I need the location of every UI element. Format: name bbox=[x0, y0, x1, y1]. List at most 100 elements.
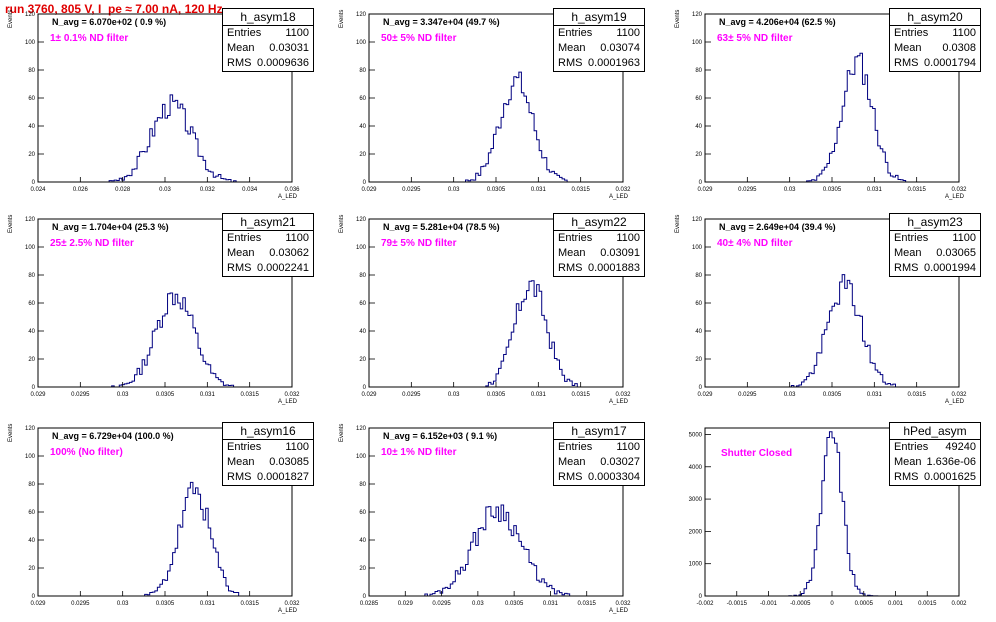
histogram-plot: 0 20 40 60 80 100 120 0.029 0.0295 0.03 0.0305 0.03… bbox=[25, 426, 300, 607]
filter-label: 79± 5% ND filter bbox=[381, 238, 457, 249]
stats-row-rms: RMS 0.0001963 bbox=[554, 56, 644, 71]
x-tick-label: 0.0295 bbox=[71, 392, 90, 398]
filter-label: 40± 4% ND filter bbox=[717, 238, 793, 249]
x-tick-label: 0.03 bbox=[117, 392, 129, 398]
x-tick-label: 0.03 bbox=[448, 392, 460, 398]
x-tick-label: 0.031 bbox=[531, 187, 547, 193]
stats-box: h_asym17 Entries 1100 Mean 0.03027 RMS 0.00033… bbox=[553, 422, 645, 486]
stats-label: RMS bbox=[558, 262, 583, 274]
navg-label: N_avg = 4.206e+04 (62.5 %) bbox=[719, 17, 836, 27]
stats-row-mean: Mean 0.03027 bbox=[554, 455, 644, 470]
stats-row-mean: Mean 0.03074 bbox=[554, 41, 644, 56]
y-tick-label: 60 bbox=[28, 301, 35, 307]
stats-box: h_asym16 Entries 1100 Mean 0.03085 RMS 0.00018… bbox=[222, 422, 314, 486]
stats-value: 0.03031 bbox=[269, 42, 309, 54]
histogram-panel-h_asym22: 0 20 40 60 80 100 120 0.029 0.0295 0.03 0.0305 0.03… bbox=[339, 213, 645, 405]
stats-value: 49240 bbox=[945, 441, 976, 453]
x-tick-label: 0.03 bbox=[472, 601, 484, 607]
y-tick-label: 120 bbox=[692, 217, 703, 223]
histogram-panel-h_asym17: 0 20 40 60 80 100 120 0.0285 0.029 0.0295 0.03 0.03… bbox=[339, 422, 645, 614]
x-tick-label: 0.0315 bbox=[907, 392, 926, 398]
y-tick-label: 20 bbox=[28, 357, 35, 363]
y-tick-label: 40 bbox=[359, 538, 366, 544]
x-tick-label: 0.029 bbox=[30, 601, 46, 607]
x-tick-label: 0.0305 bbox=[487, 187, 506, 193]
stats-label: Mean bbox=[558, 247, 586, 259]
x-tick-label: 0.0005 bbox=[855, 601, 874, 607]
stats-value: 0.0001994 bbox=[924, 262, 976, 274]
stats-row-mean: Mean 0.0308 bbox=[890, 41, 980, 56]
x-axis-label: A_LED bbox=[278, 399, 298, 405]
navg-label: N_avg = 5.281e+04 (78.5 %) bbox=[383, 222, 500, 232]
y-tick-label: 120 bbox=[356, 426, 367, 432]
y-tick-label: 120 bbox=[692, 12, 703, 18]
histogram-plot: 0 1000 2000 3000 4000 5000 -0.002 -0.0015 -0.001… bbox=[689, 427, 967, 607]
stats-label: RMS bbox=[558, 471, 583, 483]
x-tick-label: 0.002 bbox=[951, 601, 967, 607]
y-tick-label: 0 bbox=[32, 385, 36, 391]
y-tick-label: 100 bbox=[692, 245, 703, 251]
y-tick-label: 40 bbox=[359, 329, 366, 335]
x-tick-label: 0.032 bbox=[615, 601, 631, 607]
stats-row-mean: Mean 0.03085 bbox=[223, 455, 313, 470]
stats-row-mean: Mean 1.636e-06 bbox=[890, 455, 980, 470]
histogram-line bbox=[369, 280, 623, 388]
y-tick-label: 40 bbox=[28, 124, 35, 130]
y-axis-label: Events bbox=[675, 214, 681, 233]
stats-label: RMS bbox=[558, 57, 583, 69]
x-tick-label: 0.032 bbox=[951, 187, 967, 193]
y-tick-label: 100 bbox=[356, 454, 367, 460]
y-tick-label: 60 bbox=[359, 301, 366, 307]
histogram-line bbox=[38, 94, 292, 183]
x-axis-label: A_LED bbox=[278, 608, 298, 614]
stats-row-mean: Mean 0.03062 bbox=[223, 246, 313, 261]
navg-label: N_avg = 3.347e+04 (49.7 %) bbox=[383, 17, 500, 27]
stats-value: 0.03085 bbox=[269, 456, 309, 468]
histogram-plot: 0 20 40 60 80 100 120 0.0285 0.029 0.0295 0.03 0.03… bbox=[356, 426, 631, 607]
y-tick-label: 20 bbox=[28, 566, 35, 572]
stats-value: 1100 bbox=[616, 441, 640, 453]
x-tick-label: 0.031 bbox=[531, 392, 547, 398]
histogram-name: h_asym21 bbox=[223, 214, 313, 231]
x-tick-label: 0.029 bbox=[361, 392, 377, 398]
y-tick-label: 120 bbox=[25, 12, 36, 18]
x-tick-label: 0.0295 bbox=[738, 187, 757, 193]
y-axis-label: Events bbox=[339, 9, 345, 28]
x-tick-label: 0.031 bbox=[200, 392, 216, 398]
histogram-line bbox=[369, 504, 623, 597]
stats-label: Entries bbox=[558, 232, 593, 244]
stats-label: Mean bbox=[894, 456, 922, 468]
y-tick-label: 0 bbox=[699, 385, 703, 391]
histogram-line bbox=[705, 274, 959, 388]
histogram-plot: 0 20 40 60 80 100 120 0.029 0.0295 0.03 0.0305 0.03… bbox=[25, 217, 300, 398]
histogram-panel-h_asym20: 0 20 40 60 80 100 120 0.029 0.0295 0.03 0.0305 0.03… bbox=[675, 8, 981, 200]
y-axis-label: Events bbox=[8, 9, 14, 28]
stats-box: h_asym19 Entries 1100 Mean 0.03074 RMS 0.00019… bbox=[553, 8, 645, 72]
y-tick-label: 80 bbox=[28, 273, 35, 279]
stats-label: Mean bbox=[227, 247, 255, 259]
histogram-panel-h_asym23: 0 20 40 60 80 100 120 0.029 0.0295 0.03 0.0305 0.03… bbox=[675, 213, 981, 405]
histogram-panel-hPed_asym: 0 1000 2000 3000 4000 5000 -0.002 -0.0015 -0.001… bbox=[689, 422, 981, 607]
filter-label: 50± 5% ND filter bbox=[381, 33, 457, 44]
stats-label: RMS bbox=[227, 262, 252, 274]
x-tick-label: -0.0005 bbox=[790, 601, 811, 607]
y-tick-label: 0 bbox=[363, 180, 367, 186]
stats-box: h_asym23 Entries 1100 Mean 0.03065 RMS 0.00019… bbox=[889, 213, 981, 277]
x-tick-label: 0.031 bbox=[200, 601, 216, 607]
stats-row-entries: Entries 1100 bbox=[223, 26, 313, 41]
stats-row-mean: Mean 0.03091 bbox=[554, 246, 644, 261]
x-tick-label: -0.0015 bbox=[727, 601, 748, 607]
stats-row-rms: RMS 0.0001794 bbox=[890, 56, 980, 71]
navg-label: N_avg = 6.729e+04 (100.0 %) bbox=[52, 431, 174, 441]
stats-value: 0.0001827 bbox=[257, 471, 309, 483]
histogram-plot: 0 20 40 60 80 100 120 0.029 0.0295 0.03 0.0305 0.03… bbox=[356, 217, 631, 398]
histogram-name: h_asym20 bbox=[890, 9, 980, 26]
stats-label: Entries bbox=[227, 441, 262, 453]
y-tick-label: 3000 bbox=[689, 497, 703, 503]
y-tick-label: 40 bbox=[28, 538, 35, 544]
filter-label: Shutter Closed bbox=[721, 448, 793, 459]
stats-label: Mean bbox=[894, 42, 922, 54]
y-tick-label: 120 bbox=[25, 217, 36, 223]
y-tick-label: 0 bbox=[363, 594, 367, 600]
x-tick-label: 0.0295 bbox=[71, 601, 90, 607]
